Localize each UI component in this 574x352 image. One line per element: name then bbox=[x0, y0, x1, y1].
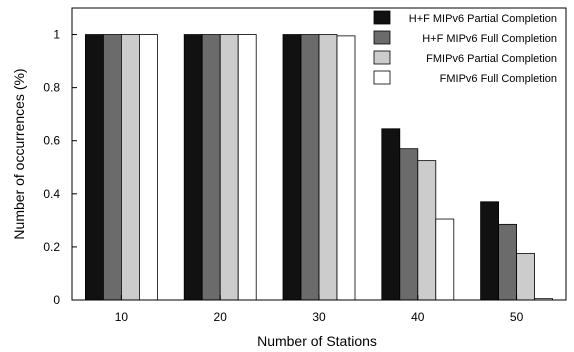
legend: H+F MIPv6 Partial Completion H+F MIPv6 Fu… bbox=[373, 10, 557, 85]
x-tick-label: 10 bbox=[115, 310, 129, 324]
x-tick-label: 20 bbox=[214, 310, 228, 324]
legend-swatch bbox=[373, 70, 391, 85]
bar-40-series-3 bbox=[417, 160, 437, 301]
legend-swatch bbox=[373, 10, 391, 25]
y-tick-label: 0.4 bbox=[43, 187, 60, 201]
bar-20-series-3 bbox=[219, 34, 239, 301]
y-tick-label: 0.2 bbox=[43, 240, 60, 254]
x-tick-label: 40 bbox=[411, 310, 425, 324]
bar-30-series-1 bbox=[282, 34, 302, 301]
bar-40-series-1 bbox=[381, 128, 401, 301]
x-axis-title: Number of Stations bbox=[257, 333, 377, 349]
bar-20-series-4 bbox=[237, 34, 257, 301]
bar-50-series-2 bbox=[498, 223, 518, 301]
legend-label: FMIPv6 Partial Completion bbox=[426, 53, 557, 65]
bars-group bbox=[85, 34, 553, 301]
bar-20-series-2 bbox=[201, 34, 221, 301]
x-axis: 10 20 30 40 50 bbox=[115, 295, 524, 324]
y-tick-label: 0 bbox=[53, 293, 60, 307]
legend-label: FMIPv6 Full Completion bbox=[440, 73, 557, 85]
bar-10-series-1 bbox=[85, 34, 104, 301]
y-tick-label: 0.8 bbox=[43, 81, 60, 95]
bar-10-series-4 bbox=[138, 34, 158, 301]
bar-30-series-3 bbox=[318, 34, 338, 301]
y-axis-title: Number of occurrences (%) bbox=[11, 68, 27, 239]
bar-30-series-4 bbox=[336, 35, 356, 301]
y-tick-label: 0.6 bbox=[43, 134, 60, 148]
bar-20-series-1 bbox=[183, 34, 203, 301]
legend-swatch bbox=[373, 50, 391, 65]
bar-40-series-2 bbox=[399, 148, 419, 301]
y-tick-label: 1 bbox=[53, 28, 60, 42]
legend-label: H+F MIPv6 Full Completion bbox=[422, 33, 557, 45]
legend-label: H+F MIPv6 Partial Completion bbox=[409, 13, 557, 25]
y-axis: 0 0.2 0.4 0.6 0.8 1 bbox=[43, 28, 77, 307]
legend-swatch bbox=[373, 30, 391, 45]
x-tick-label: 30 bbox=[312, 310, 326, 324]
x-tick-label: 50 bbox=[510, 310, 524, 324]
bar-10-series-2 bbox=[103, 34, 122, 301]
bar-50-series-3 bbox=[516, 253, 535, 301]
bar-30-series-2 bbox=[300, 34, 320, 301]
bar-10-series-3 bbox=[121, 34, 140, 301]
bar-50-series-1 bbox=[480, 201, 500, 301]
bar-40-series-4 bbox=[435, 218, 455, 301]
